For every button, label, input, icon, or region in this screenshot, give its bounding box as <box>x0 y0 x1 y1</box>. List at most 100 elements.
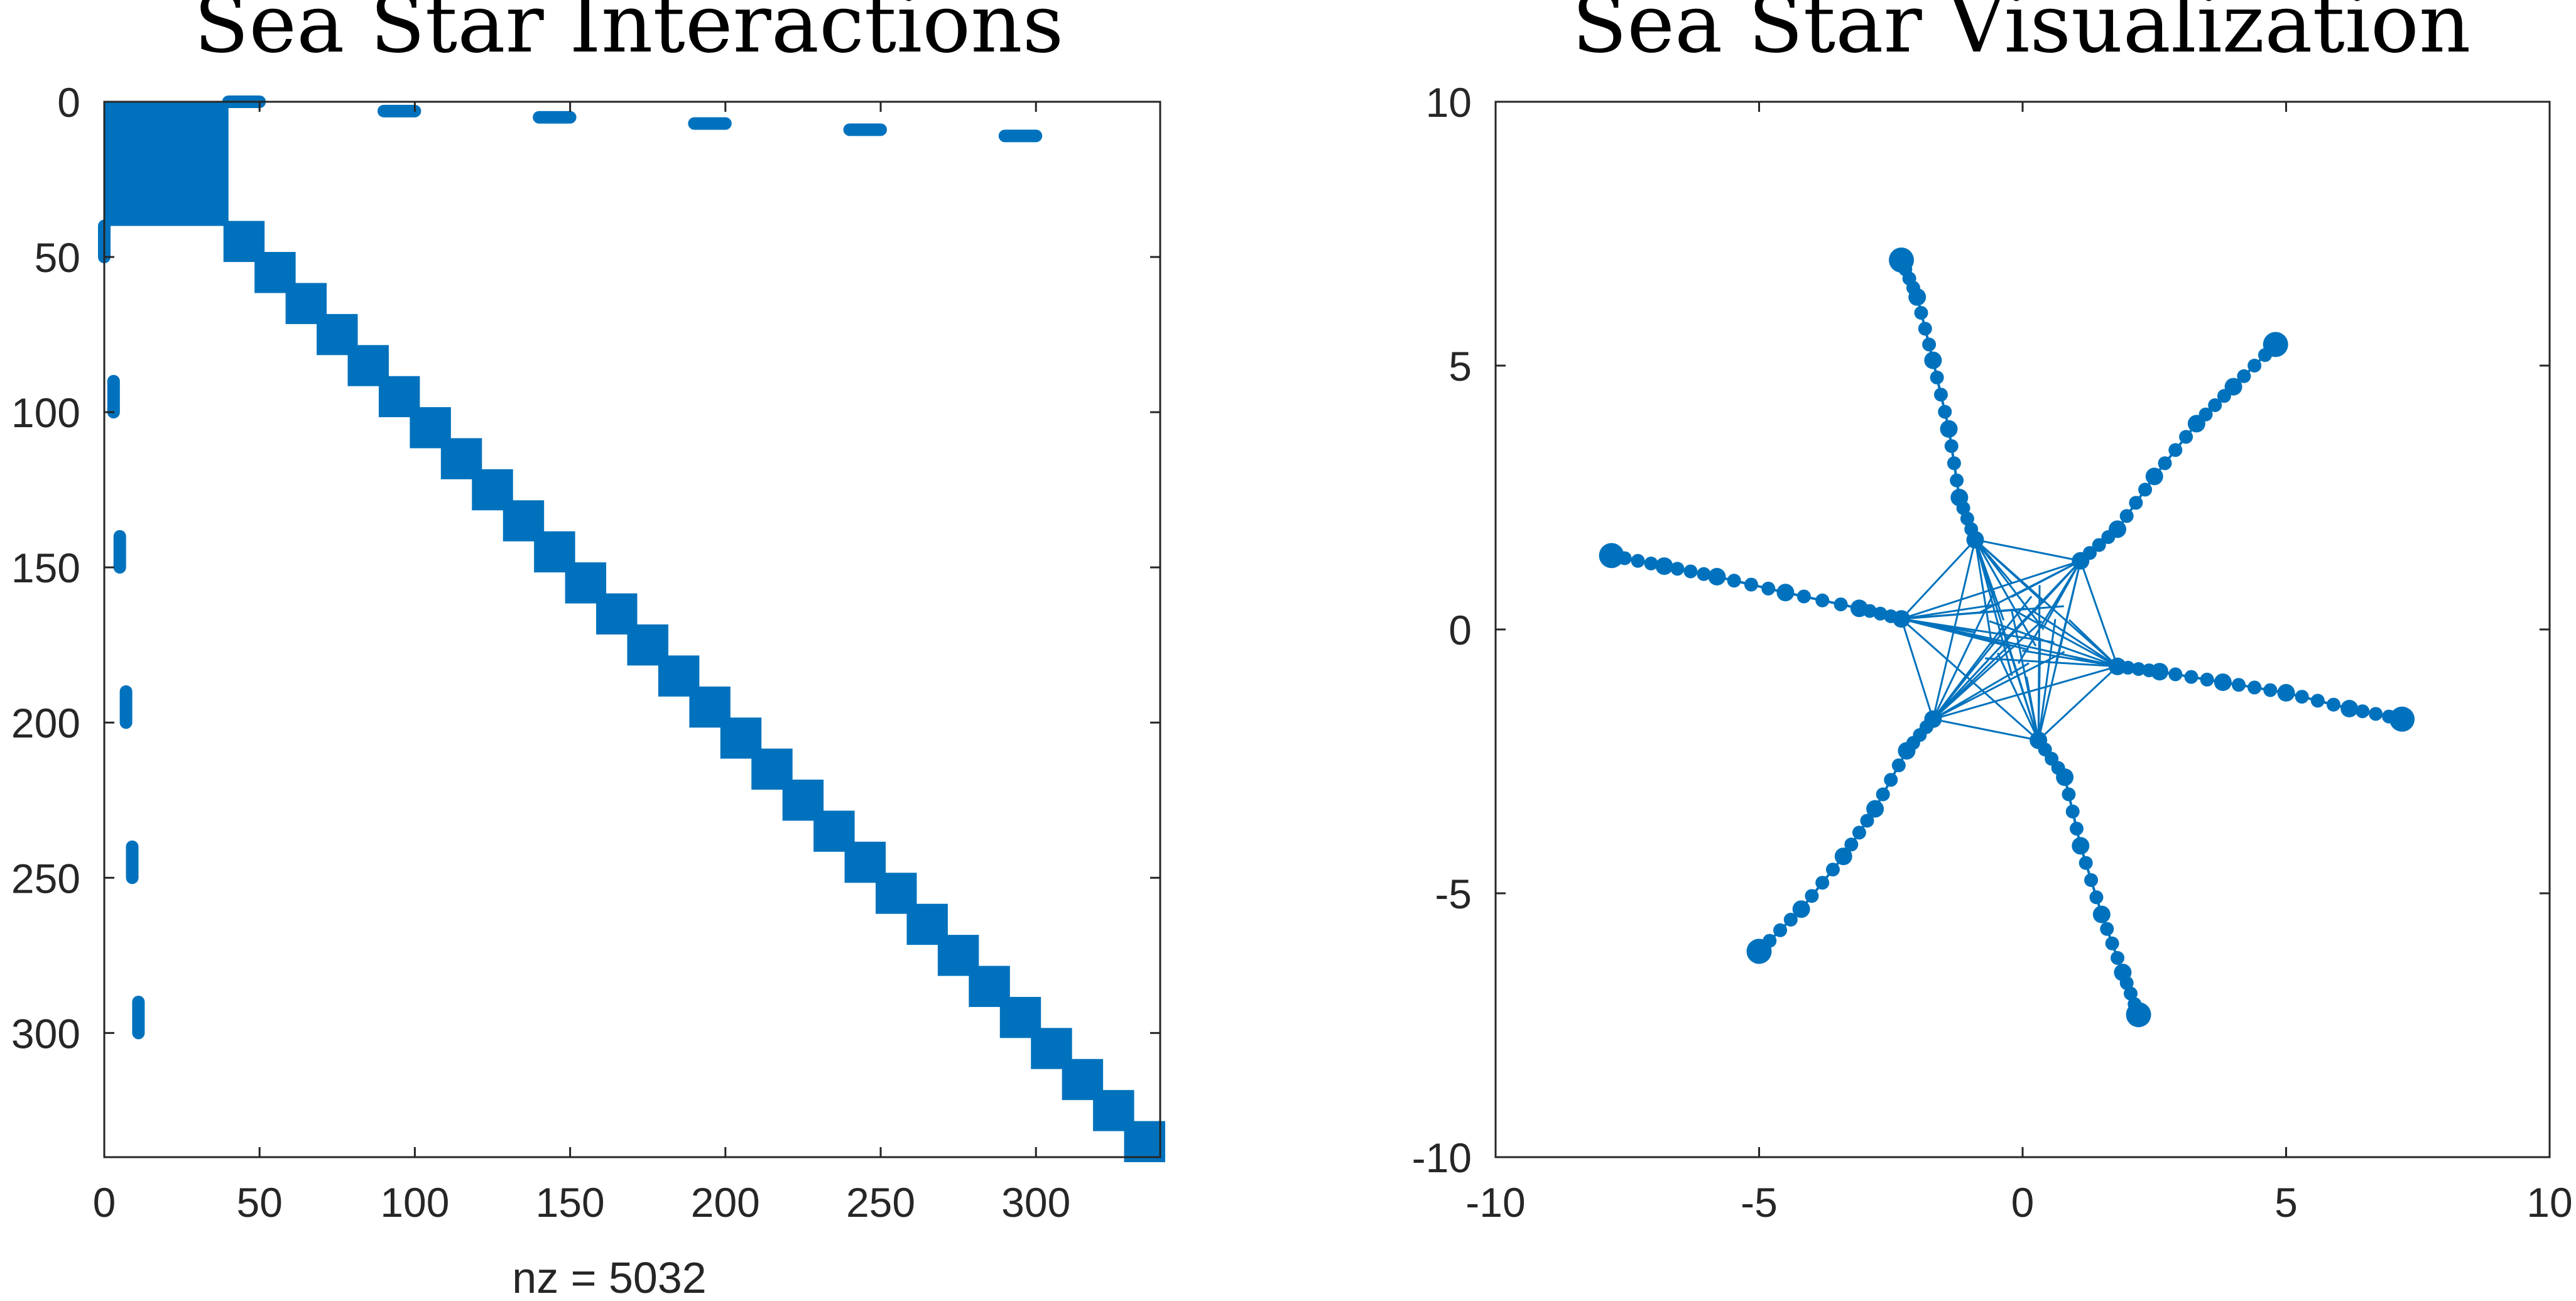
arm-node <box>1792 900 1810 918</box>
arm-tip-node <box>2263 332 2288 357</box>
ring-edge <box>1975 538 2081 562</box>
sparsity-axes: 0 50 100 150 200 250 300 0 50 100 150 200 250 300 <box>11 79 1161 1226</box>
y-tick-label: 200 <box>11 700 80 746</box>
arm-node <box>1670 562 1685 576</box>
hub-edge <box>1974 539 2013 584</box>
arm-node <box>2092 538 2106 552</box>
y-tick-label: 300 <box>11 1010 80 1057</box>
hub-edge <box>1932 651 2065 721</box>
x-tick-label: 0 <box>93 1179 116 1226</box>
ring-edge <box>1901 618 2040 741</box>
arm-node <box>1834 847 1852 866</box>
hub-edge <box>1901 618 2011 648</box>
y-tick-label: 150 <box>11 545 80 591</box>
arm-node <box>1898 742 1916 760</box>
arm-node <box>2092 905 2111 923</box>
arm-node <box>1708 568 1726 585</box>
sparsity-marks <box>98 95 1165 1162</box>
y-tick-label: 0 <box>57 79 80 126</box>
arm-node <box>1850 599 1868 618</box>
y-tick-label: 250 <box>11 855 80 901</box>
hub-edge <box>1974 539 1993 645</box>
arm-node <box>2168 667 2183 682</box>
ring-edge <box>1900 618 1934 720</box>
arm-node <box>2131 662 2146 676</box>
hub-edge <box>2031 609 2118 668</box>
arm-node <box>2079 856 2093 870</box>
y-tick-label: -5 <box>1435 871 1472 917</box>
arm-node <box>1805 889 1819 903</box>
x-tick-label: 250 <box>846 1179 915 1226</box>
hub-edge <box>1974 539 2045 604</box>
ring-edge <box>1900 539 1976 620</box>
arm-node <box>1873 606 1888 621</box>
dense-block-0 <box>104 102 229 226</box>
arm-node <box>2310 694 2325 708</box>
ring-edge <box>2038 665 2119 741</box>
arm-node <box>2151 663 2169 681</box>
ring-node <box>1967 532 1983 548</box>
arm-node <box>1884 773 1898 787</box>
arm-tip-node <box>1889 248 1915 273</box>
arm-node <box>2200 672 2214 687</box>
sparsity-plot-frame <box>103 101 1161 1158</box>
hub-edge <box>1984 657 2118 668</box>
y-tick-label: 10 <box>1426 79 1472 126</box>
ring-node <box>2110 658 2126 674</box>
x-tick-label: 100 <box>380 1179 449 1226</box>
arm-node <box>2369 707 2383 721</box>
arm-node <box>1866 800 1884 818</box>
arm-node <box>1834 597 1848 612</box>
ring-edge <box>2079 560 2119 667</box>
arm-tip-node <box>1746 939 1772 964</box>
arm-node <box>2247 359 2262 373</box>
hub-edge <box>1901 603 2000 620</box>
x-tick-label: 5 <box>2274 1179 2298 1226</box>
arm-node <box>2327 697 2341 712</box>
hub-edge <box>2043 560 2082 628</box>
arm-node <box>2145 467 2163 486</box>
arm-node <box>1727 574 1741 588</box>
x-tick-label: 50 <box>236 1179 282 1226</box>
y-tick-label: 100 <box>11 389 80 436</box>
arm-node <box>1940 420 1958 438</box>
star-axes: -10 -5 0 5 10 10 5 0 -5 -10 <box>1412 79 2573 1226</box>
arm-node <box>2224 378 2242 396</box>
arm-node <box>2123 986 2138 1001</box>
arm-node <box>2295 690 2309 704</box>
arm-node <box>2065 804 2080 819</box>
hub-edge <box>2011 611 2040 741</box>
arm-tip-node <box>2389 706 2415 732</box>
arm-node <box>2277 683 2295 702</box>
hub-edge <box>2004 560 2082 641</box>
arm-node <box>1950 489 1969 506</box>
arm-node <box>1783 913 1798 927</box>
arm-node <box>2072 837 2090 855</box>
x-tick-label: 200 <box>691 1179 760 1226</box>
arm-node <box>1815 876 1830 890</box>
hub-edge <box>2055 560 2082 664</box>
arm-node <box>2356 704 2370 719</box>
arm-node <box>2184 670 2198 684</box>
arm-node <box>1796 589 1811 604</box>
arm-node <box>2231 678 2246 692</box>
star-plot-title: Sea Star Visualization <box>1572 0 2471 71</box>
arm-node <box>2056 768 2074 787</box>
arm-node <box>1644 557 1658 570</box>
arm-node <box>1933 388 1948 402</box>
hub-edge <box>1974 539 2045 630</box>
x-tick-label: 0 <box>2011 1179 2035 1226</box>
hub-edge <box>2013 609 2118 668</box>
arm-node <box>1773 923 1788 937</box>
arm-node <box>1922 337 1937 352</box>
arm-node <box>1825 863 1840 877</box>
arm-node <box>2138 482 2153 497</box>
x-tick-label: 10 <box>2526 1179 2572 1226</box>
diagonal-block-29 <box>1124 1121 1165 1162</box>
arm-node <box>2158 456 2172 471</box>
arm-node <box>2168 443 2183 457</box>
arm-node <box>2119 976 2134 990</box>
x-tick-label: 150 <box>536 1179 605 1226</box>
arm-node <box>1744 577 1758 592</box>
